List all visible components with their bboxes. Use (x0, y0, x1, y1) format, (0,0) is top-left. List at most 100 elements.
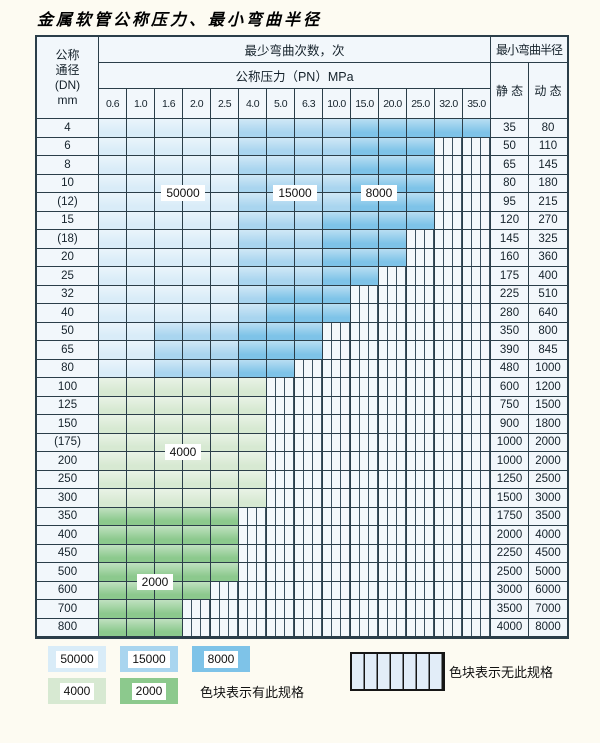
no-spec-cell (323, 359, 351, 378)
spec-cell (267, 248, 295, 267)
dynamic-value: 2000 (529, 433, 567, 452)
no-spec-cell (351, 415, 379, 434)
no-spec-cell (435, 359, 463, 378)
no-spec-cell (407, 378, 435, 397)
no-spec-cell (323, 507, 351, 526)
no-spec-cell (351, 581, 379, 600)
no-spec-cell (239, 544, 267, 563)
spec-cell (183, 304, 211, 323)
no-spec-cell (463, 544, 491, 563)
no-spec-cell (435, 322, 463, 341)
no-spec-cell (183, 600, 211, 619)
pressure-column-header: 35.0 (463, 89, 491, 119)
dynamic-value: 510 (529, 285, 567, 304)
no-spec-cell (435, 156, 463, 175)
no-spec-cell (379, 600, 407, 619)
spec-cell (127, 230, 155, 249)
spec-cell (127, 618, 155, 637)
dn-cell: 32 (37, 285, 99, 304)
table-row: 800 4000 8000 (37, 618, 567, 637)
spec-cell (127, 211, 155, 230)
no-spec-cell (435, 137, 463, 156)
no-spec-cell (239, 563, 267, 582)
no-spec-cell (407, 526, 435, 545)
dn-cell: 25 (37, 267, 99, 286)
spec-cell (99, 433, 127, 452)
spec-cell (155, 470, 183, 489)
spec-cell (407, 156, 435, 175)
static-value: 1250 (491, 470, 529, 489)
no-spec-cell (463, 341, 491, 360)
spec-cell (211, 174, 239, 193)
spec-cell (211, 507, 239, 526)
no-spec-cell (463, 433, 491, 452)
bend-radius-header-group: 最小弯曲半径 静 态 动 态 (491, 37, 567, 119)
no-spec-cell (435, 415, 463, 434)
no-spec-cell (407, 341, 435, 360)
dynamic-value: 8000 (529, 618, 567, 637)
pressure-column-header: 2.5 (211, 89, 239, 119)
spec-cell (127, 285, 155, 304)
table-row: 600 3000 6000 (37, 581, 567, 600)
no-spec-cell (407, 304, 435, 323)
static-value: 2000 (491, 526, 529, 545)
no-spec-cell (323, 470, 351, 489)
spec-cell (211, 396, 239, 415)
spec-cell (211, 267, 239, 286)
no-spec-cell (379, 267, 407, 286)
spec-cell (351, 248, 379, 267)
no-spec-cell (463, 378, 491, 397)
spec-cell (211, 489, 239, 508)
spec-cell (127, 433, 155, 452)
spec-cell (99, 230, 127, 249)
no-spec-cell (295, 507, 323, 526)
pressure-column-header: 32.0 (435, 89, 463, 119)
spec-cell (99, 359, 127, 378)
dn-cell: 100 (37, 378, 99, 397)
spec-cell (183, 341, 211, 360)
spec-cell (239, 193, 267, 212)
no-spec-cell (407, 322, 435, 341)
spec-cell (239, 267, 267, 286)
spec-cell (99, 581, 127, 600)
no-spec-cell (407, 563, 435, 582)
no-spec-cell (267, 433, 295, 452)
spec-cell (239, 396, 267, 415)
no-spec-cell (463, 156, 491, 175)
spec-cell (267, 211, 295, 230)
legend-swatch: 2000 (120, 678, 178, 704)
no-spec-cell (351, 470, 379, 489)
no-spec-cell (463, 581, 491, 600)
spec-cell (127, 248, 155, 267)
spec-cell (295, 248, 323, 267)
table-row: 200 1000 2000 (37, 452, 567, 471)
dn-cell: 15 (37, 211, 99, 230)
no-spec-cell (463, 359, 491, 378)
spec-cell (211, 544, 239, 563)
spec-cell (183, 119, 211, 138)
no-spec-cell (435, 341, 463, 360)
cycle-count-label: 2000 (127, 563, 183, 600)
spec-cell (239, 304, 267, 323)
static-value: 350 (491, 322, 529, 341)
nominal-pressure-header: 公称压力（PN）MPa (99, 63, 491, 89)
no-spec-cell (463, 600, 491, 619)
spec-cell (295, 119, 323, 138)
no-spec-cell (267, 378, 295, 397)
table-row: 400 2000 4000 (37, 526, 567, 545)
spec-cell (407, 193, 435, 212)
spec-cell (211, 248, 239, 267)
legend-swatch-label: 2000 (131, 682, 167, 700)
static-value: 1000 (491, 452, 529, 471)
no-spec-cell (407, 600, 435, 619)
spec-cell (99, 489, 127, 508)
static-value: 95 (491, 193, 529, 212)
spec-cell (155, 211, 183, 230)
spec-cell (183, 507, 211, 526)
legend-swatch-label: 4000 (59, 682, 95, 700)
spec-cell (295, 211, 323, 230)
no-spec-cell (463, 526, 491, 545)
no-spec-cell (295, 433, 323, 452)
static-value: 65 (491, 156, 529, 175)
